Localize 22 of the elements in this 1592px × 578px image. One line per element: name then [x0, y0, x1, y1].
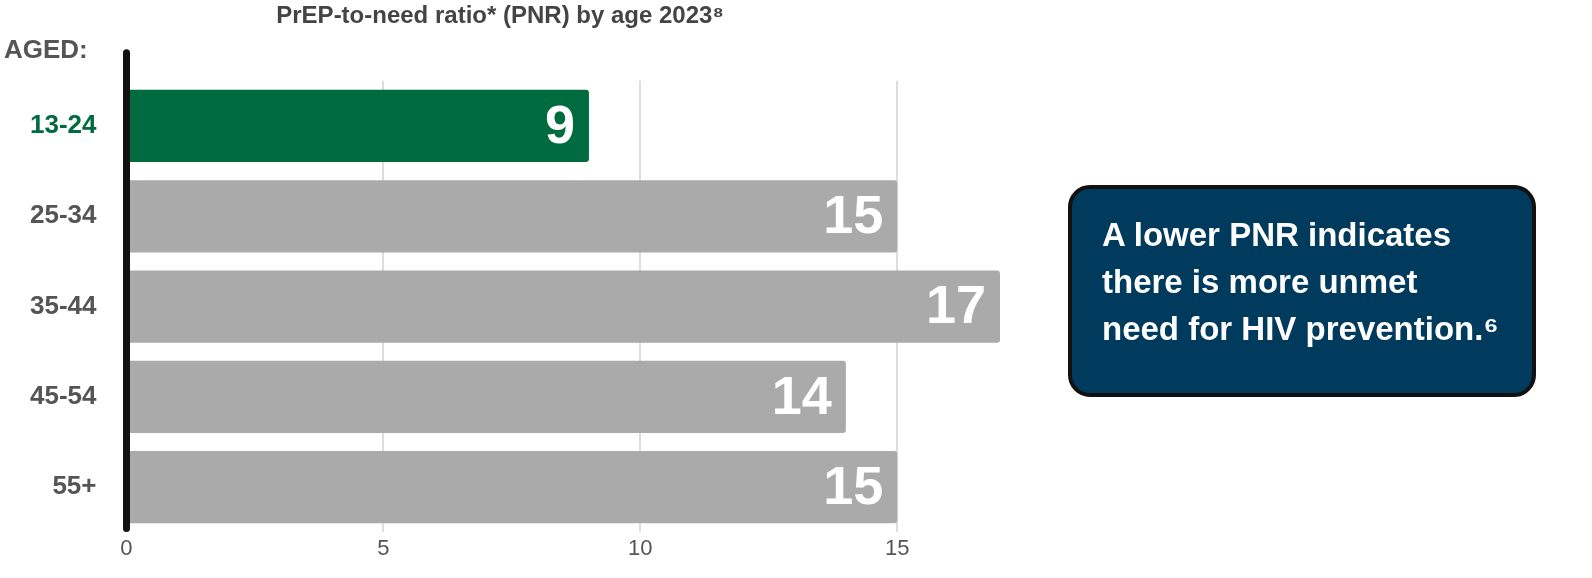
bar [127, 270, 1000, 343]
bar [127, 451, 898, 524]
y-tick-label: 13-24 [30, 109, 98, 140]
data-label: 15 [823, 455, 884, 516]
chart-title: PrEP-to-need ratio* (PNR) by age 2023⁸ [276, 1, 724, 29]
bar [127, 180, 898, 253]
bar [127, 89, 589, 163]
y-tick-label: 55+ [52, 470, 97, 501]
y-tick-label: 35-44 [30, 289, 98, 320]
y-tick-label: 45-54 [30, 380, 98, 411]
data-label: 14 [771, 364, 832, 425]
x-tick-label: 15 [884, 534, 910, 560]
x-tick-label: 10 [628, 534, 653, 560]
y-tick-label: 25-34 [30, 199, 98, 230]
data-label: 15 [823, 184, 884, 245]
text: A lower PNR indicates there is more unmet need for HIV prevention.⁶ [1068, 185, 1536, 397]
bar [127, 360, 846, 434]
x-tick-label: 5 [377, 534, 390, 560]
text: AGED: [4, 34, 88, 65]
x-tick-label: 0 [120, 534, 133, 560]
data-label: 9 [544, 93, 575, 154]
data-label: 17 [925, 274, 986, 335]
